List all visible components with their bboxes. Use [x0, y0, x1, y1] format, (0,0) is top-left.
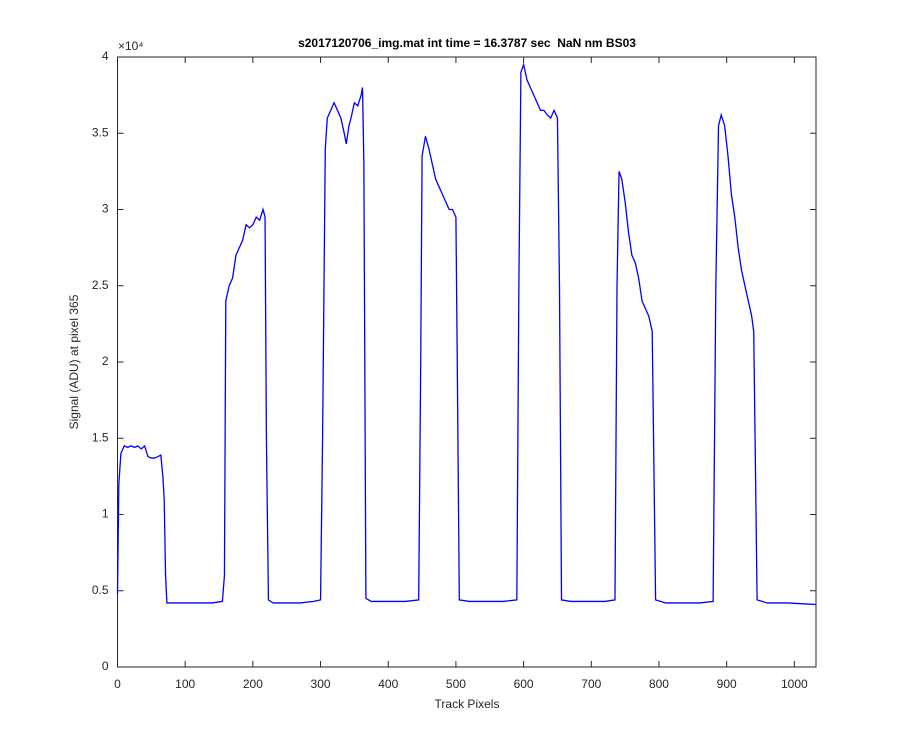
- x-tick-label: 100: [175, 677, 195, 691]
- x-tick-label: 500: [446, 677, 466, 691]
- y-tick-label: 0.5: [92, 583, 109, 597]
- y-tick-label: 3: [102, 202, 109, 216]
- plot-area: [117, 56, 817, 668]
- x-tick-label: 800: [649, 677, 669, 691]
- x-tick-label: 600: [514, 677, 534, 691]
- y-tick-label: 1: [102, 507, 109, 521]
- x-tick-label: 300: [311, 677, 331, 691]
- y-tick-label: 4: [102, 49, 109, 63]
- y-axis-label: Signal (ADU) at pixel 365: [67, 294, 81, 429]
- x-tick-label: 900: [717, 677, 737, 691]
- x-tick-label: 0: [114, 677, 121, 691]
- y-tick-label: 2: [102, 354, 109, 368]
- data-line: [116, 62, 817, 606]
- y-tick-label: 0: [102, 659, 109, 673]
- y-exponent: ×10⁴: [118, 39, 144, 53]
- y-tick-label: 3.5: [92, 125, 109, 139]
- x-tick-label: 400: [378, 677, 398, 691]
- y-tick-label: 1.5: [92, 430, 109, 444]
- y-tick-label: 2.5: [92, 278, 109, 292]
- x-axis-label: Track Pixels: [435, 697, 500, 711]
- chart-title: s2017120706_img.mat int time = 16.3787 s…: [298, 36, 636, 50]
- x-tick-label: 1000: [781, 677, 808, 691]
- x-tick-label: 200: [243, 677, 263, 691]
- x-tick-label: 700: [581, 677, 601, 691]
